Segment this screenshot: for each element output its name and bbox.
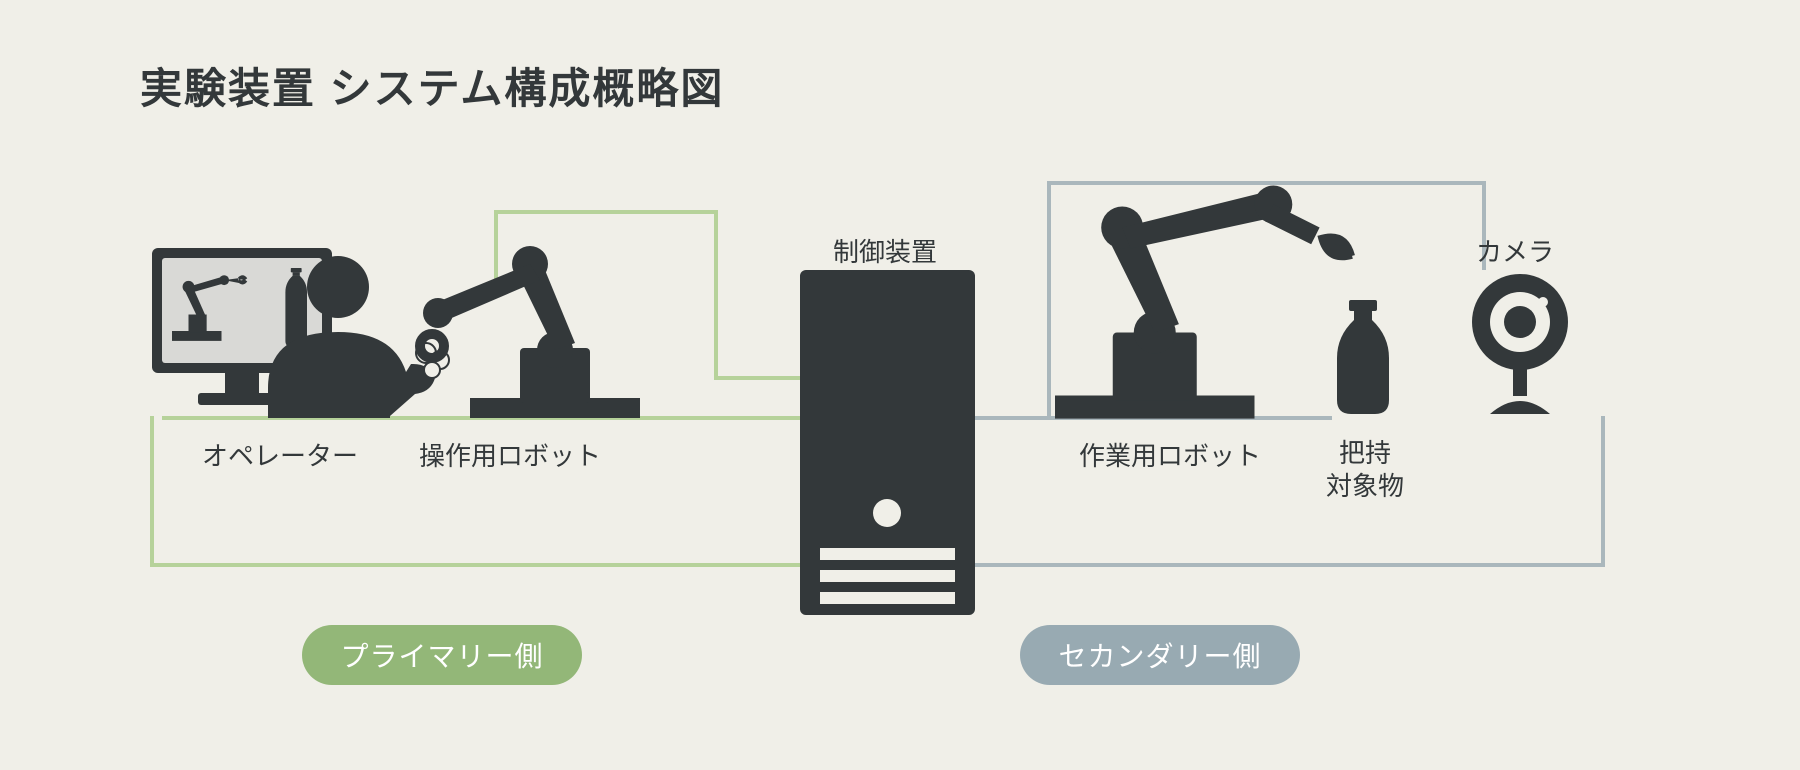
operation-robot-icon [420, 246, 640, 418]
camera-icon [1472, 274, 1568, 414]
primary-side-pill: プライマリー側 [302, 625, 582, 685]
controller-icon [800, 270, 975, 615]
label-operator: オペレーター [190, 440, 370, 473]
label-op-robot: 操作用ロボット [400, 440, 620, 473]
target-bottle-icon [1337, 300, 1389, 414]
label-controller: 制御装置 [800, 236, 970, 269]
label-camera: カメラ [1455, 236, 1575, 269]
system-diagram [0, 0, 1800, 770]
secondary-side-pill: セカンダリー側 [1020, 625, 1300, 685]
work-robot-icon [1055, 186, 1360, 419]
operator-icon [152, 248, 449, 418]
label-target: 把持 対象物 [1305, 437, 1425, 502]
label-work-robot: 作業用ロボット [1060, 440, 1280, 473]
